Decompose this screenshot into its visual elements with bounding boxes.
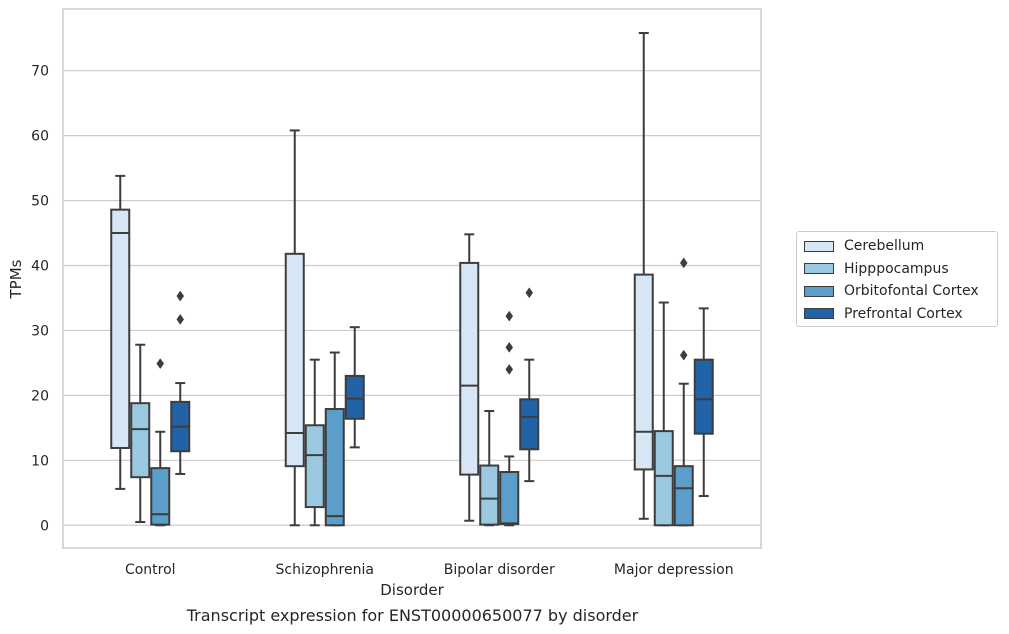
x-axis-label: Disorder [380,581,444,599]
iqr-box [459,261,480,476]
box-prefrontal-cortex [519,287,540,483]
x-tick-label: Schizophrenia [276,562,374,578]
legend-swatch [804,240,834,252]
outlier-point [679,257,688,269]
iqr-box [150,467,171,526]
iqr-box [284,252,305,468]
iqr-box [110,208,131,449]
legend-swatch [804,285,834,297]
box-hipppocampus [653,301,674,527]
y-tick-label: 50 [31,194,49,210]
box-cerebellum [284,129,305,527]
x-tick-label: Control [125,562,176,578]
legend-swatch [804,308,834,320]
iqr-box [130,402,151,479]
x-axis-ticks: Control Schizophrenia Bipolar disorder Majo… [125,562,734,578]
iqr-box [304,424,325,509]
box-hipppocampus [304,358,325,527]
iqr-box [653,430,674,527]
box-cerebellum [110,174,131,490]
y-tick-label: 0 [40,518,49,534]
legend-item: Hipppocampus [797,258,997,281]
legend-item: Orbitofontal Cortex [797,280,997,303]
outlier-point [505,363,514,375]
box-orbitofontal-cortex [324,351,345,527]
y-axis-ticks: 0 10 20 30 40 50 60 70 [31,64,49,535]
box-orbitofontal-cortex [673,257,694,527]
x-tick-label: Bipolar disorder [444,562,555,578]
iqr-box [633,273,654,471]
outlier-point [176,290,185,302]
iqr-box [324,408,345,527]
box-cerebellum [633,32,654,520]
box-prefrontal-cortex [170,290,191,475]
legend-label: Cerebellum [844,238,925,255]
y-tick-label: 70 [31,64,49,80]
outlier-point [156,358,165,370]
box-prefrontal-cortex [693,307,714,498]
iqr-box [499,471,520,525]
iqr-box [673,465,694,527]
y-tick-label: 40 [31,259,49,275]
y-tick-label: 20 [31,388,49,404]
box-orbitofontal-cortex [499,310,520,527]
outlier-point [505,341,514,353]
iqr-box [344,374,365,420]
box-cerebellum [459,233,480,522]
box-hipppocampus [479,409,500,527]
iqr-box [693,358,714,435]
figure-caption: Transcript expression for ENST0000065007… [186,606,639,625]
legend-item: Prefrontal Cortex [797,303,997,326]
y-tick-label: 10 [31,453,49,469]
iqr-box [519,398,540,451]
box-orbitofontal-cortex [150,358,171,527]
plot-area-frame [62,8,762,549]
iqr-box [479,464,500,526]
legend-label: Prefrontal Cortex [844,305,963,322]
legend-label: Hipppocampus [844,260,949,277]
box-prefrontal-cortex [344,326,365,449]
legend-swatch [804,263,834,275]
y-axis-label: TPMs [7,259,25,299]
outlier-point [505,310,514,322]
legend-label: Orbitofontal Cortex [844,283,979,300]
box-layer [110,32,714,527]
y-tick-label: 60 [31,129,49,145]
outlier-point [679,349,688,361]
box-hipppocampus [130,343,151,524]
outlier-point [525,287,534,299]
x-tick-label: Major depression [614,562,734,578]
y-tick-label: 30 [31,323,49,339]
legend-item: Cerebellum [797,235,997,258]
outlier-point [176,313,185,325]
legend: Cerebellum Hipppocampus Orbitofontal Corte… [796,231,998,327]
